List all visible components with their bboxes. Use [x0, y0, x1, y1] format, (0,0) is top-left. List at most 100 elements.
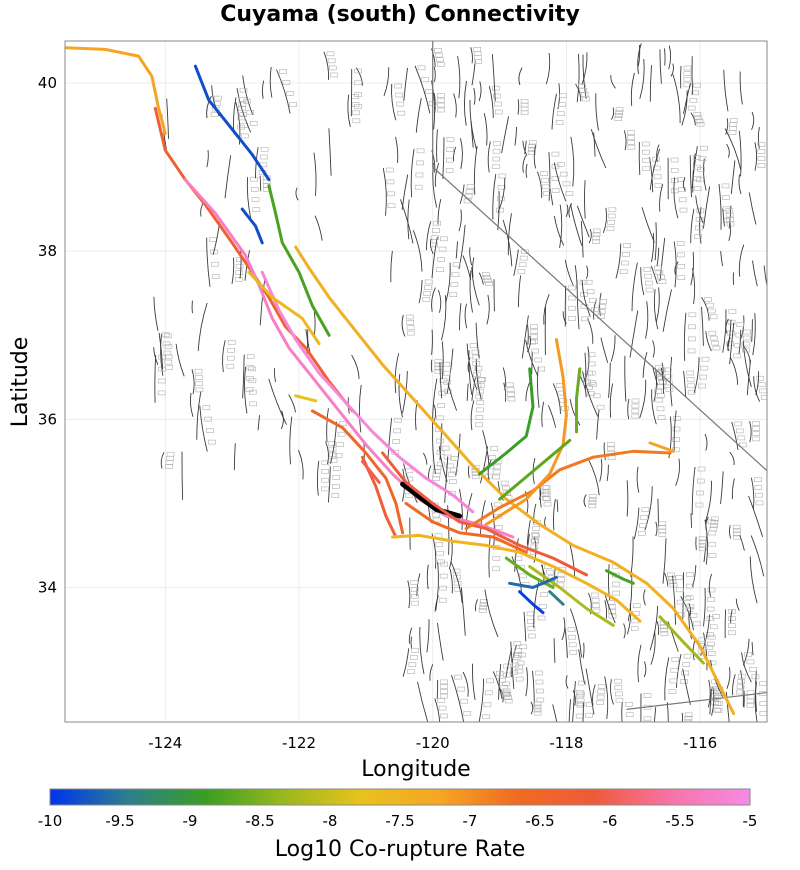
fault-surface-box: [587, 379, 596, 385]
fault-surface-box: [238, 97, 247, 102]
fault-trace: [459, 303, 462, 331]
fault-trace: [524, 140, 527, 155]
co-rupture-fault: [404, 501, 528, 554]
fault-surface-box: [211, 261, 219, 267]
fault-trace: [486, 294, 490, 325]
fault-trace: [569, 398, 581, 426]
fault-trace: [501, 116, 510, 154]
fault-trace: [541, 401, 545, 427]
fault-surface-box: [434, 48, 442, 53]
fault-surface-box: [557, 577, 565, 583]
fault-surface-box: [597, 689, 605, 695]
fault-surface-box: [568, 305, 576, 311]
fault-surface-box: [693, 165, 701, 171]
fault-surface-box: [235, 270, 244, 276]
fault-surface-box: [657, 384, 666, 390]
fault-surface-box: [706, 606, 715, 612]
fault-surface-box: [752, 420, 760, 426]
fault-surface-box: [194, 368, 203, 374]
fault-surface-box: [677, 187, 686, 192]
fault-surface-box: [555, 120, 564, 125]
fault-surface-box: [513, 641, 522, 646]
fault-surface-box: [706, 302, 714, 308]
fault-surface-box: [484, 278, 492, 284]
fault-surface-box: [163, 350, 172, 356]
fault-trace: [587, 318, 594, 344]
fault-surface-box: [165, 460, 174, 465]
fault-surface-box: [658, 528, 667, 534]
fault-surface-box: [619, 269, 628, 275]
fault-surface-box: [441, 445, 450, 451]
fault-surface-box: [327, 58, 336, 64]
fault-trace: [709, 688, 712, 715]
fault-trace: [652, 340, 655, 358]
colorbar-tick-label: -8.5: [245, 812, 274, 830]
fault-trace: [727, 337, 731, 352]
fault-trace: [576, 205, 590, 238]
fault-surface-box: [688, 324, 696, 330]
fault-surface-box: [445, 463, 454, 469]
fault-surface-box: [711, 340, 719, 346]
fault-surface-box: [759, 388, 767, 394]
fault-surface-box: [411, 600, 420, 606]
fault-surface-box: [683, 82, 692, 88]
fault-trace: [525, 381, 531, 402]
fault-trace: [638, 141, 641, 176]
fault-surface-box: [665, 386, 674, 392]
fault-surface-box: [466, 184, 475, 189]
fault-trace: [471, 60, 476, 86]
fault-surface-box: [164, 343, 173, 349]
fault-trace: [416, 573, 421, 597]
fault-trace: [584, 180, 586, 219]
fault-trace: [683, 83, 691, 114]
fault-trace: [682, 177, 686, 192]
fault-surface-box: [528, 140, 537, 145]
fault-surface-box: [660, 631, 669, 636]
fault-surface-box: [512, 655, 521, 660]
fault-surface-box: [445, 168, 454, 173]
fault-surface-box: [475, 407, 484, 413]
fault-surface-box: [538, 603, 547, 609]
fault-surface-box: [627, 723, 634, 727]
fault-surface-box: [677, 263, 685, 269]
fault-trace: [690, 252, 694, 286]
fault-trace: [604, 676, 609, 720]
fault-surface-box: [541, 485, 550, 491]
fault-surface-box: [352, 110, 360, 116]
fault-trace: [478, 678, 485, 722]
fault-trace: [391, 83, 397, 121]
fault-trace: [627, 398, 630, 420]
fault-trace: [637, 44, 641, 67]
fault-trace: [691, 56, 694, 95]
fault-surface-box: [440, 679, 449, 685]
fault-surface-box: [331, 484, 340, 489]
fault-trace: [323, 51, 330, 80]
fault-trace: [582, 702, 584, 722]
fault-surface-box: [693, 112, 702, 117]
fault-trace: [527, 324, 529, 345]
fault-trace: [452, 146, 457, 162]
fault-surface-box: [394, 83, 403, 89]
fault-surface-box: [551, 188, 560, 193]
fault-trace: [158, 332, 164, 370]
fault-surface-box: [478, 607, 487, 613]
fault-trace: [437, 198, 442, 225]
fault-trace: [451, 674, 465, 722]
fault-trace: [432, 378, 438, 429]
fault-trace: [644, 486, 653, 531]
co-rupture-fault: [648, 441, 675, 453]
fault-surface-box: [687, 105, 696, 111]
fault-trace: [680, 596, 694, 631]
fault-trace: [166, 98, 169, 139]
fault-trace: [642, 351, 648, 378]
fault-surface-box: [471, 349, 480, 355]
fault-trace: [276, 69, 291, 114]
fault-trace: [433, 93, 436, 113]
fault-surface-box: [492, 474, 500, 480]
fault-surface-box: [559, 93, 567, 99]
fault-surface-box: [586, 391, 595, 396]
fault-surface-box: [414, 184, 423, 190]
fault-trace: [467, 357, 471, 373]
fault-surface-box: [479, 601, 488, 607]
fault-surface-box: [708, 330, 717, 336]
